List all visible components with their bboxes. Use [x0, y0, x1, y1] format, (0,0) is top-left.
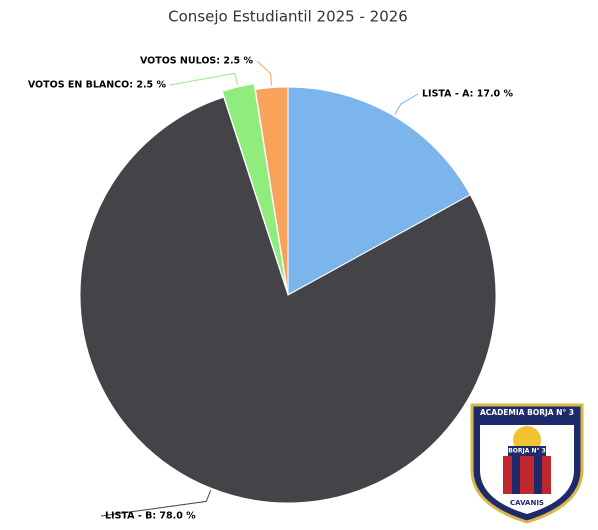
- logo-middle: BORJA N° 3: [508, 448, 546, 455]
- pie-slice: [254, 86, 289, 296]
- shield: [503, 456, 551, 494]
- pie-slice: [287, 86, 471, 296]
- data-label: LISTA - A: 17.0 %: [422, 89, 513, 100]
- connector: [169, 72, 239, 86]
- stripe: [512, 456, 520, 494]
- logo-bottom: CAVANIS: [510, 499, 544, 507]
- pie-slice: [221, 83, 288, 290]
- pie-slice: [79, 96, 497, 504]
- logo-top: ACADEMIA BORJA N° 3: [480, 408, 574, 417]
- logo: ACADEMIA BORJA N° 3 BORJA N° 3 CAVANIS: [470, 403, 584, 524]
- data-label: LISTA - B: 78.0 %: [105, 511, 196, 522]
- chart-title: Consejo Estudiantil 2025 - 2026: [168, 8, 408, 26]
- connector: [256, 60, 273, 86]
- stripe: [534, 456, 542, 494]
- data-label: VOTOS NULOS: 2.5 %: [140, 56, 254, 67]
- connector: [100, 490, 212, 517]
- band: [508, 446, 546, 456]
- data-label: VOTOS EN BLANCO: 2.5 %: [28, 80, 167, 91]
- connector: [394, 93, 419, 115]
